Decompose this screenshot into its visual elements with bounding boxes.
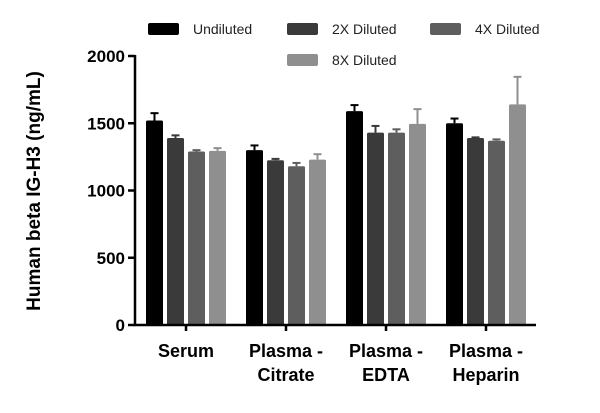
x-tick-label: Plasma - (449, 341, 523, 361)
bar (446, 123, 463, 325)
legend-swatch (287, 23, 318, 35)
legend-label: 8X Diluted (332, 52, 397, 68)
bar (188, 151, 205, 325)
y-tick-label: 1000 (87, 182, 125, 201)
legend-swatch (148, 23, 179, 35)
x-tick-label: EDTA (362, 365, 410, 385)
y-tick-label: 1500 (87, 114, 125, 133)
x-tick-label: Heparin (452, 365, 519, 385)
bar (409, 123, 426, 325)
x-tick-label: Serum (158, 341, 214, 361)
bar (509, 104, 526, 325)
bar (467, 138, 484, 325)
y-axis: 0 500 1000 1500 2000 (87, 47, 137, 335)
bar (146, 120, 163, 325)
x-axis: Serum Plasma - Citrate Plasma - EDTA Plasma -… (134, 323, 536, 385)
bars (146, 75, 526, 326)
bar (488, 140, 505, 325)
bar (309, 159, 326, 325)
bar (209, 150, 226, 325)
bar (167, 138, 184, 325)
legend-label: Undiluted (193, 21, 252, 37)
y-tick-label: 500 (97, 249, 125, 268)
bar (267, 160, 284, 325)
x-tick-label: Plasma - (349, 341, 423, 361)
bar (346, 111, 363, 326)
bar (388, 132, 405, 325)
bar (246, 150, 263, 325)
bar (367, 132, 384, 325)
y-axis-title: Human beta IG-H3 (ng/mL) (24, 71, 45, 311)
bar (288, 166, 305, 325)
x-tick-label: Citrate (257, 365, 314, 385)
legend-label: 4X Diluted (475, 21, 540, 37)
y-tick-label: 2000 (87, 47, 125, 66)
legend-label: 2X Diluted (332, 21, 397, 37)
legend-swatch (430, 23, 461, 35)
legend: Undiluted 2X Diluted 4X Diluted 8X Diluted (148, 21, 540, 68)
y-tick-label: 0 (116, 316, 125, 335)
legend-swatch (287, 54, 318, 66)
x-tick-label: Plasma - (249, 341, 323, 361)
